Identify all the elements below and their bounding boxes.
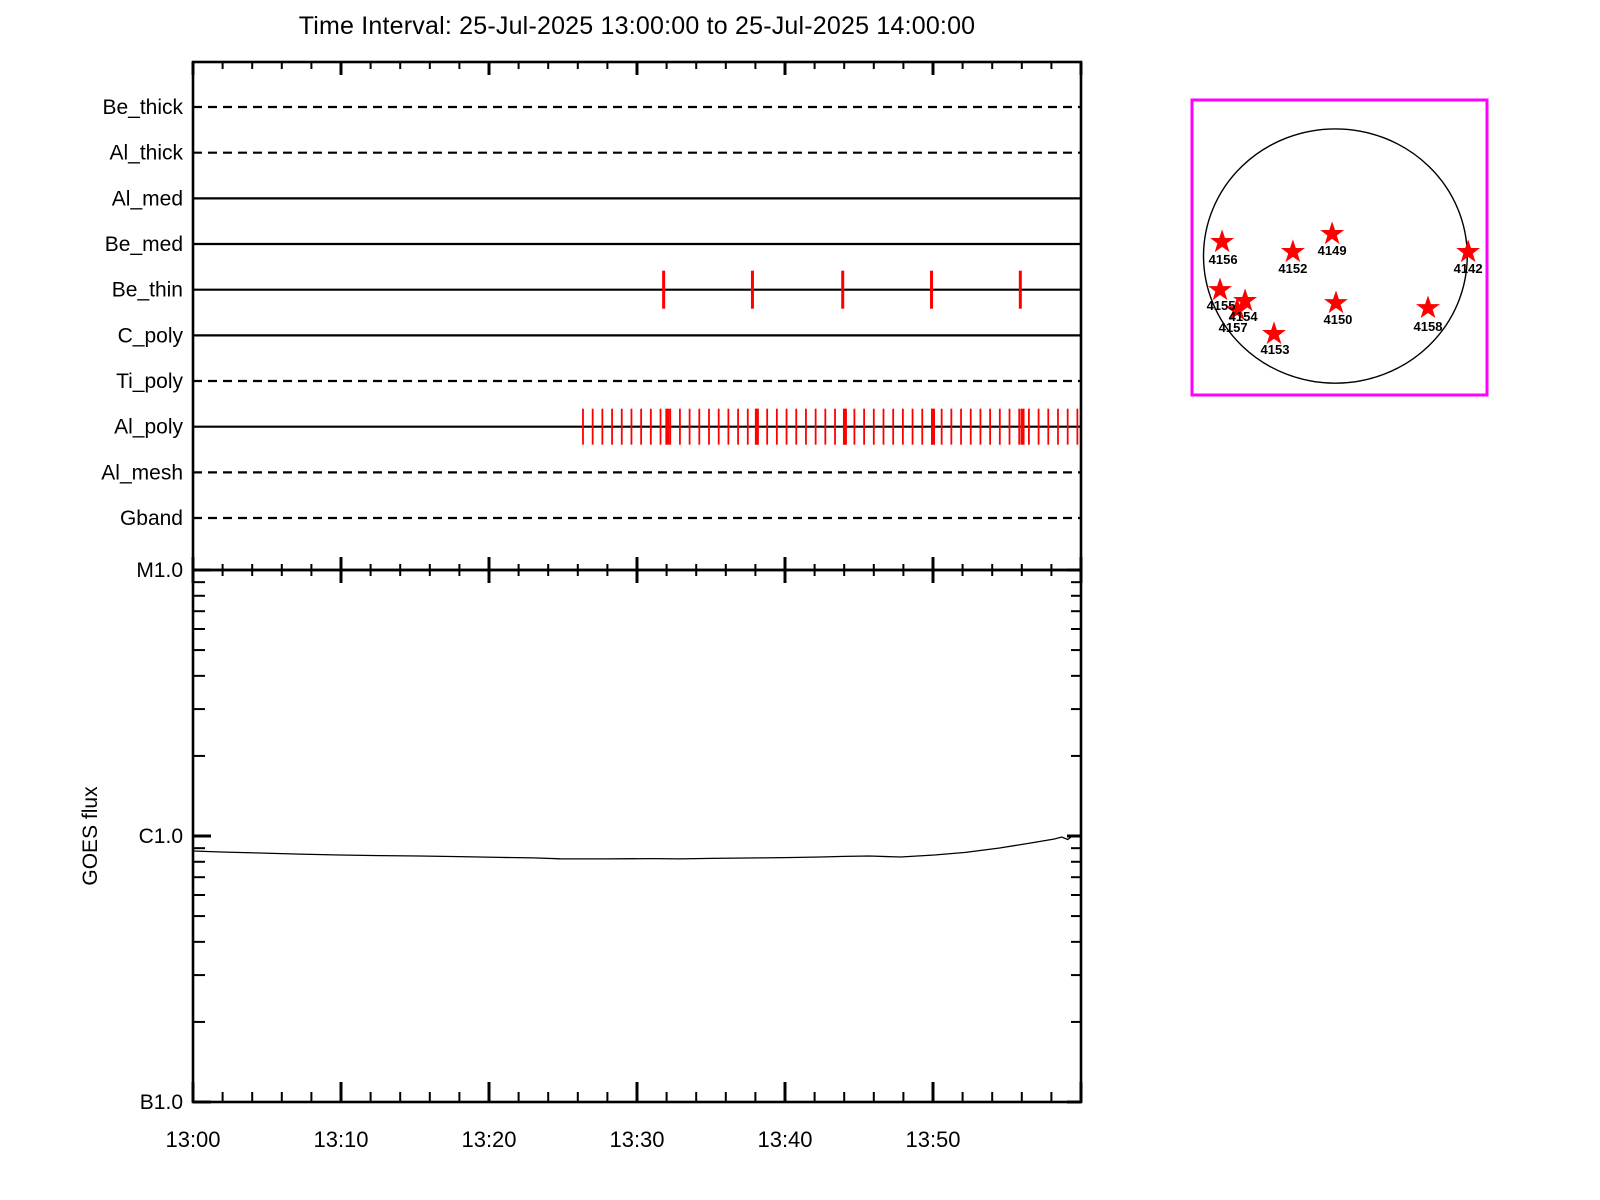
time-label-1300: 13:00 [165,1127,220,1152]
active-region-star-4155 [1208,277,1232,301]
active-region-star-4150 [1324,290,1348,314]
active-region-star-4156 [1210,229,1235,253]
goes-ylabel-M1.0: M1.0 [136,559,183,582]
active-region-label-4152: 4152 [1278,261,1307,276]
active-region-star-4152 [1280,239,1305,263]
active-region-star-4154 [1233,288,1258,312]
goes-axis-title: GOES flux [79,786,102,886]
active-region-label-4154: 4154 [1229,309,1259,324]
timeline-panel-frame [191,60,1083,572]
active-region-label-4155: 4155 [1207,298,1236,313]
active-region-star-4158 [1415,295,1441,319]
time-label-1330: 13:30 [609,1127,664,1152]
active-region-label-4153: 4153 [1261,342,1290,357]
active-region-label-4149: 4149 [1318,243,1347,258]
active-region-star-4142 [1456,239,1481,263]
active-region-label-4150: 4150 [1323,312,1352,327]
time-label-1350: 13:50 [905,1127,960,1152]
active-region-label-4158: 4158 [1414,319,1443,334]
filter-label-Be_thin: Be_thin [112,279,183,302]
filter-label-Al_med: Al_med [112,187,183,210]
goes-ylabel-B1.0: B1.0 [140,1091,183,1114]
filter-label-Gband: Gband [120,507,183,530]
active-region-label-4156: 4156 [1209,252,1238,267]
time-label-1340: 13:40 [757,1127,812,1152]
time-label-1320: 13:20 [461,1127,516,1152]
active-region-star-4153 [1261,321,1287,345]
filter-label-Al_mesh: Al_mesh [101,461,183,484]
filter-label-Al_thick: Al_thick [109,142,183,165]
filter-label-Al_poly: Al_poly [114,416,183,439]
time-label-1310: 13:10 [313,1127,368,1152]
goes-panel-frame [191,568,1083,1104]
filter-label-Be_med: Be_med [105,233,183,256]
page-title: Time Interval: 25-Jul-2025 13:00:00 to 2… [298,12,976,40]
filter-label-Be_thick: Be_thick [102,96,183,119]
active-region-star-4157 [1225,297,1250,321]
active-region-label-4157: 4157 [1219,320,1248,335]
filter-label-Ti_poly: Ti_poly [116,370,183,393]
filter-label-C_poly: C_poly [118,324,184,347]
active-region-label-4142: 4142 [1454,261,1483,276]
goes-flux-curve [192,834,1082,860]
active-region-star-4149 [1320,221,1345,245]
goes-ylabel-C1.0: C1.0 [139,825,183,848]
